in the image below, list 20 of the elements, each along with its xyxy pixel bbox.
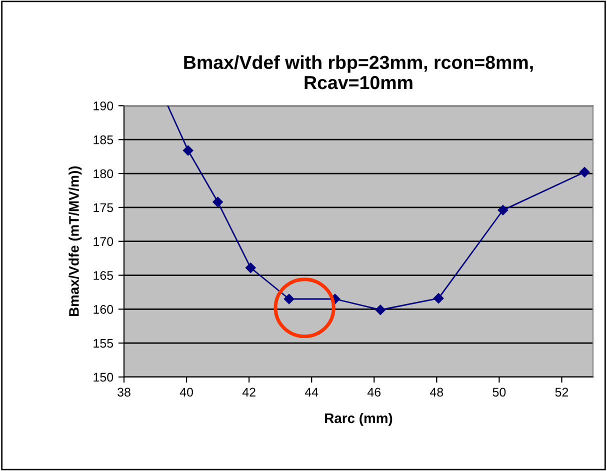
y-tick-label: 165 xyxy=(94,271,114,280)
x-tick-label: 44 xyxy=(304,388,318,396)
y-tick-label: 190 xyxy=(94,102,114,110)
x-axis-title: Rarc (mm) xyxy=(325,412,392,426)
y-tick-label: 180 xyxy=(94,169,114,178)
chart-title: Bmax/Vdef with rbp=23mm, rcon=8mm, Rcav=10mm xyxy=(184,55,533,90)
x-tick-label: 38 xyxy=(118,388,130,397)
y-tick-label: 150 xyxy=(94,372,114,382)
y-axis-title: Bmax/Vdfe (mT/MV/m)) xyxy=(68,166,82,316)
x-tick-label: 52 xyxy=(555,388,568,397)
y-tick-label: 160 xyxy=(94,304,114,314)
x-tick-label: 42 xyxy=(242,388,256,396)
y-tick-label: 175 xyxy=(94,203,114,212)
x-tick-label: 48 xyxy=(430,388,444,397)
y-tick-label: 185 xyxy=(94,135,114,144)
x-tick-label: 50 xyxy=(492,388,506,397)
y-tick-label: 170 xyxy=(94,237,114,246)
y-tick-label: 155 xyxy=(94,339,114,348)
x-tick-label: 40 xyxy=(180,388,193,397)
x-tick-label: 46 xyxy=(367,388,381,397)
